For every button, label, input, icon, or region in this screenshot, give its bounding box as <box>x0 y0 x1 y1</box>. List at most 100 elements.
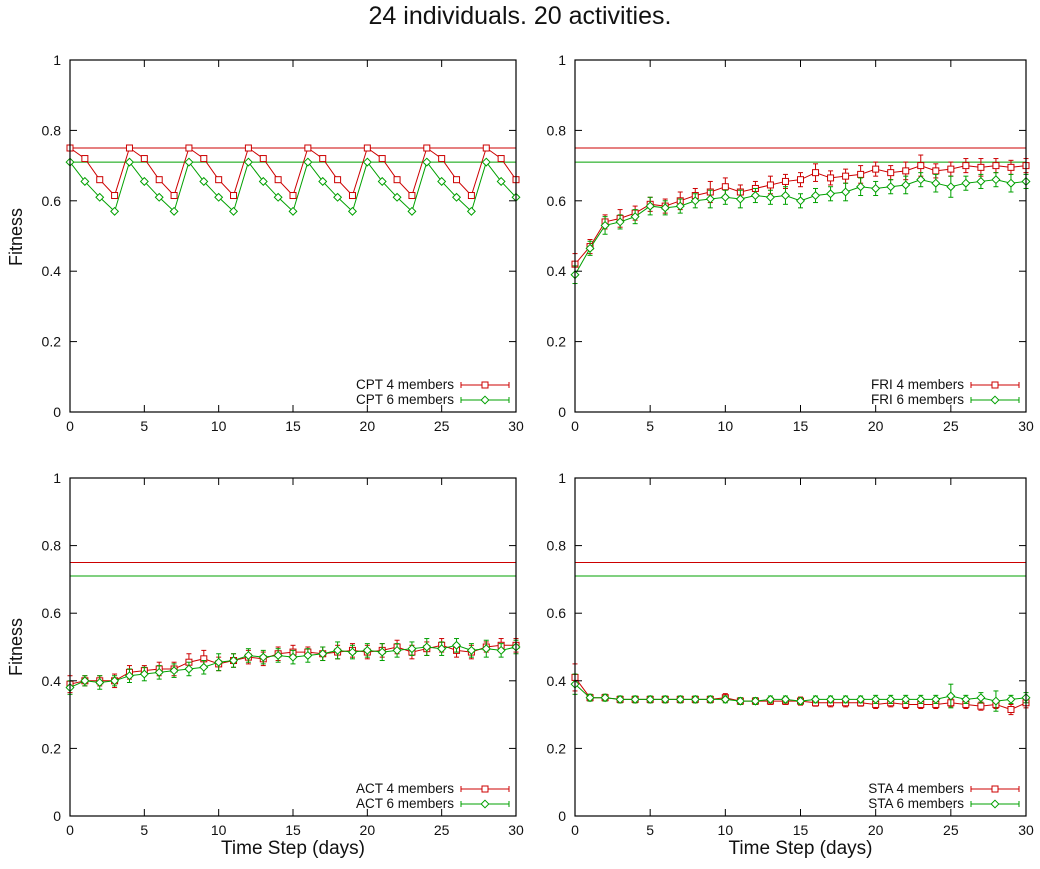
x-tick-label: 0 <box>66 418 74 434</box>
data-point-marker <box>750 191 760 201</box>
data-point-marker <box>916 175 926 185</box>
data-point-marker <box>901 180 911 190</box>
data-point-marker <box>438 155 446 163</box>
data-point-marker <box>976 176 986 186</box>
data-point-marker <box>437 176 447 186</box>
data-point-marker <box>303 157 313 167</box>
data-point-marker <box>735 696 745 706</box>
data-point-marker <box>169 206 179 216</box>
y-tick-label: 1 <box>558 52 566 68</box>
data-point-marker <box>991 785 999 793</box>
x-tick-label: 15 <box>793 418 809 434</box>
data-point-marker <box>423 144 431 152</box>
data-point-marker <box>466 645 476 655</box>
data-point-marker <box>407 644 417 654</box>
data-point-marker <box>600 693 610 703</box>
data-point-marker <box>660 203 670 213</box>
data-point-marker <box>496 645 506 655</box>
data-point-marker <box>795 696 806 706</box>
y-tick-label: 0 <box>558 808 566 824</box>
x-tick-label: 25 <box>434 418 450 434</box>
data-point-marker <box>887 169 895 177</box>
data-point-marker <box>393 176 401 184</box>
data-point-marker <box>185 144 193 152</box>
data-point-marker <box>660 694 670 704</box>
x-tick-label: 20 <box>360 418 376 434</box>
plot-border <box>574 59 1027 413</box>
data-point-marker <box>154 667 164 677</box>
data-point-marker <box>304 144 312 152</box>
y-tick-label: 0.8 <box>547 538 567 554</box>
x-tick-label: 25 <box>943 418 959 434</box>
data-point-marker <box>481 644 491 654</box>
data-point-marker <box>781 177 789 185</box>
data-point-marker <box>392 645 402 655</box>
data-point-marker <box>214 657 224 667</box>
data-point-marker <box>991 175 1001 185</box>
data-point-marker <box>452 192 462 202</box>
data-point-marker <box>585 243 595 253</box>
data-point-marker <box>931 694 941 704</box>
y-tick-label: 1 <box>53 470 61 486</box>
data-point-marker <box>990 395 1000 405</box>
y-tick-label: 0.4 <box>42 673 62 689</box>
data-point-marker <box>96 176 104 184</box>
data-point-marker <box>750 696 760 706</box>
data-point-marker <box>765 694 775 704</box>
data-point-marker <box>199 662 209 672</box>
data-point-marker <box>407 206 417 216</box>
data-point-marker <box>303 650 313 660</box>
data-point-marker <box>243 650 253 660</box>
plot-border <box>574 477 1027 817</box>
legend-label-act-4-members: ACT 4 members <box>356 781 454 796</box>
y-tick-label: 0.4 <box>42 263 62 279</box>
data-point-marker <box>902 167 910 175</box>
data-point-marker <box>827 174 835 182</box>
data-point-marker <box>916 694 926 704</box>
data-point-marker <box>765 192 775 202</box>
data-point-marker <box>585 693 595 703</box>
x-tick-label: 20 <box>360 822 376 838</box>
data-point-marker <box>675 694 685 704</box>
data-point-marker <box>333 192 343 202</box>
data-point-marker <box>886 182 896 192</box>
data-point-marker <box>229 656 239 666</box>
data-point-marker <box>932 167 940 175</box>
data-point-marker <box>274 176 282 184</box>
data-point-marker <box>630 212 640 222</box>
data-point-marker <box>962 162 970 170</box>
y-tick-label: 0.8 <box>42 122 62 138</box>
data-point-marker <box>288 652 298 662</box>
x-tick-label: 0 <box>571 822 579 838</box>
data-point-marker <box>184 157 194 167</box>
x-axis-label-right-column: Time Step (days) <box>728 838 873 859</box>
data-point-marker <box>482 144 490 152</box>
data-point-marker <box>931 178 941 188</box>
data-point-marker <box>422 157 432 167</box>
data-point-marker <box>977 163 985 171</box>
data-point-marker <box>856 182 866 192</box>
plot-border <box>69 59 517 413</box>
data-point-marker <box>408 192 416 200</box>
data-point-marker <box>841 694 851 704</box>
data-point-marker <box>110 206 120 216</box>
legend-label-sta-4-members: STA 4 members <box>868 781 964 796</box>
y-tick-label: 1 <box>53 52 61 68</box>
x-tick-label: 25 <box>943 822 959 838</box>
data-point-marker <box>977 702 985 710</box>
x-tick-label: 25 <box>434 822 450 838</box>
data-point-marker <box>273 650 283 660</box>
data-point-marker <box>917 162 925 170</box>
x-tick-label: 0 <box>571 418 579 434</box>
x-tick-label: 20 <box>868 822 884 838</box>
data-point-marker <box>480 799 490 809</box>
x-tick-label: 10 <box>718 822 734 838</box>
data-point-marker <box>481 785 489 793</box>
data-point-marker <box>901 694 911 704</box>
data-point-marker <box>826 189 836 199</box>
data-point-marker <box>780 191 790 201</box>
data-point-marker <box>481 381 489 389</box>
data-point-marker <box>946 691 956 701</box>
